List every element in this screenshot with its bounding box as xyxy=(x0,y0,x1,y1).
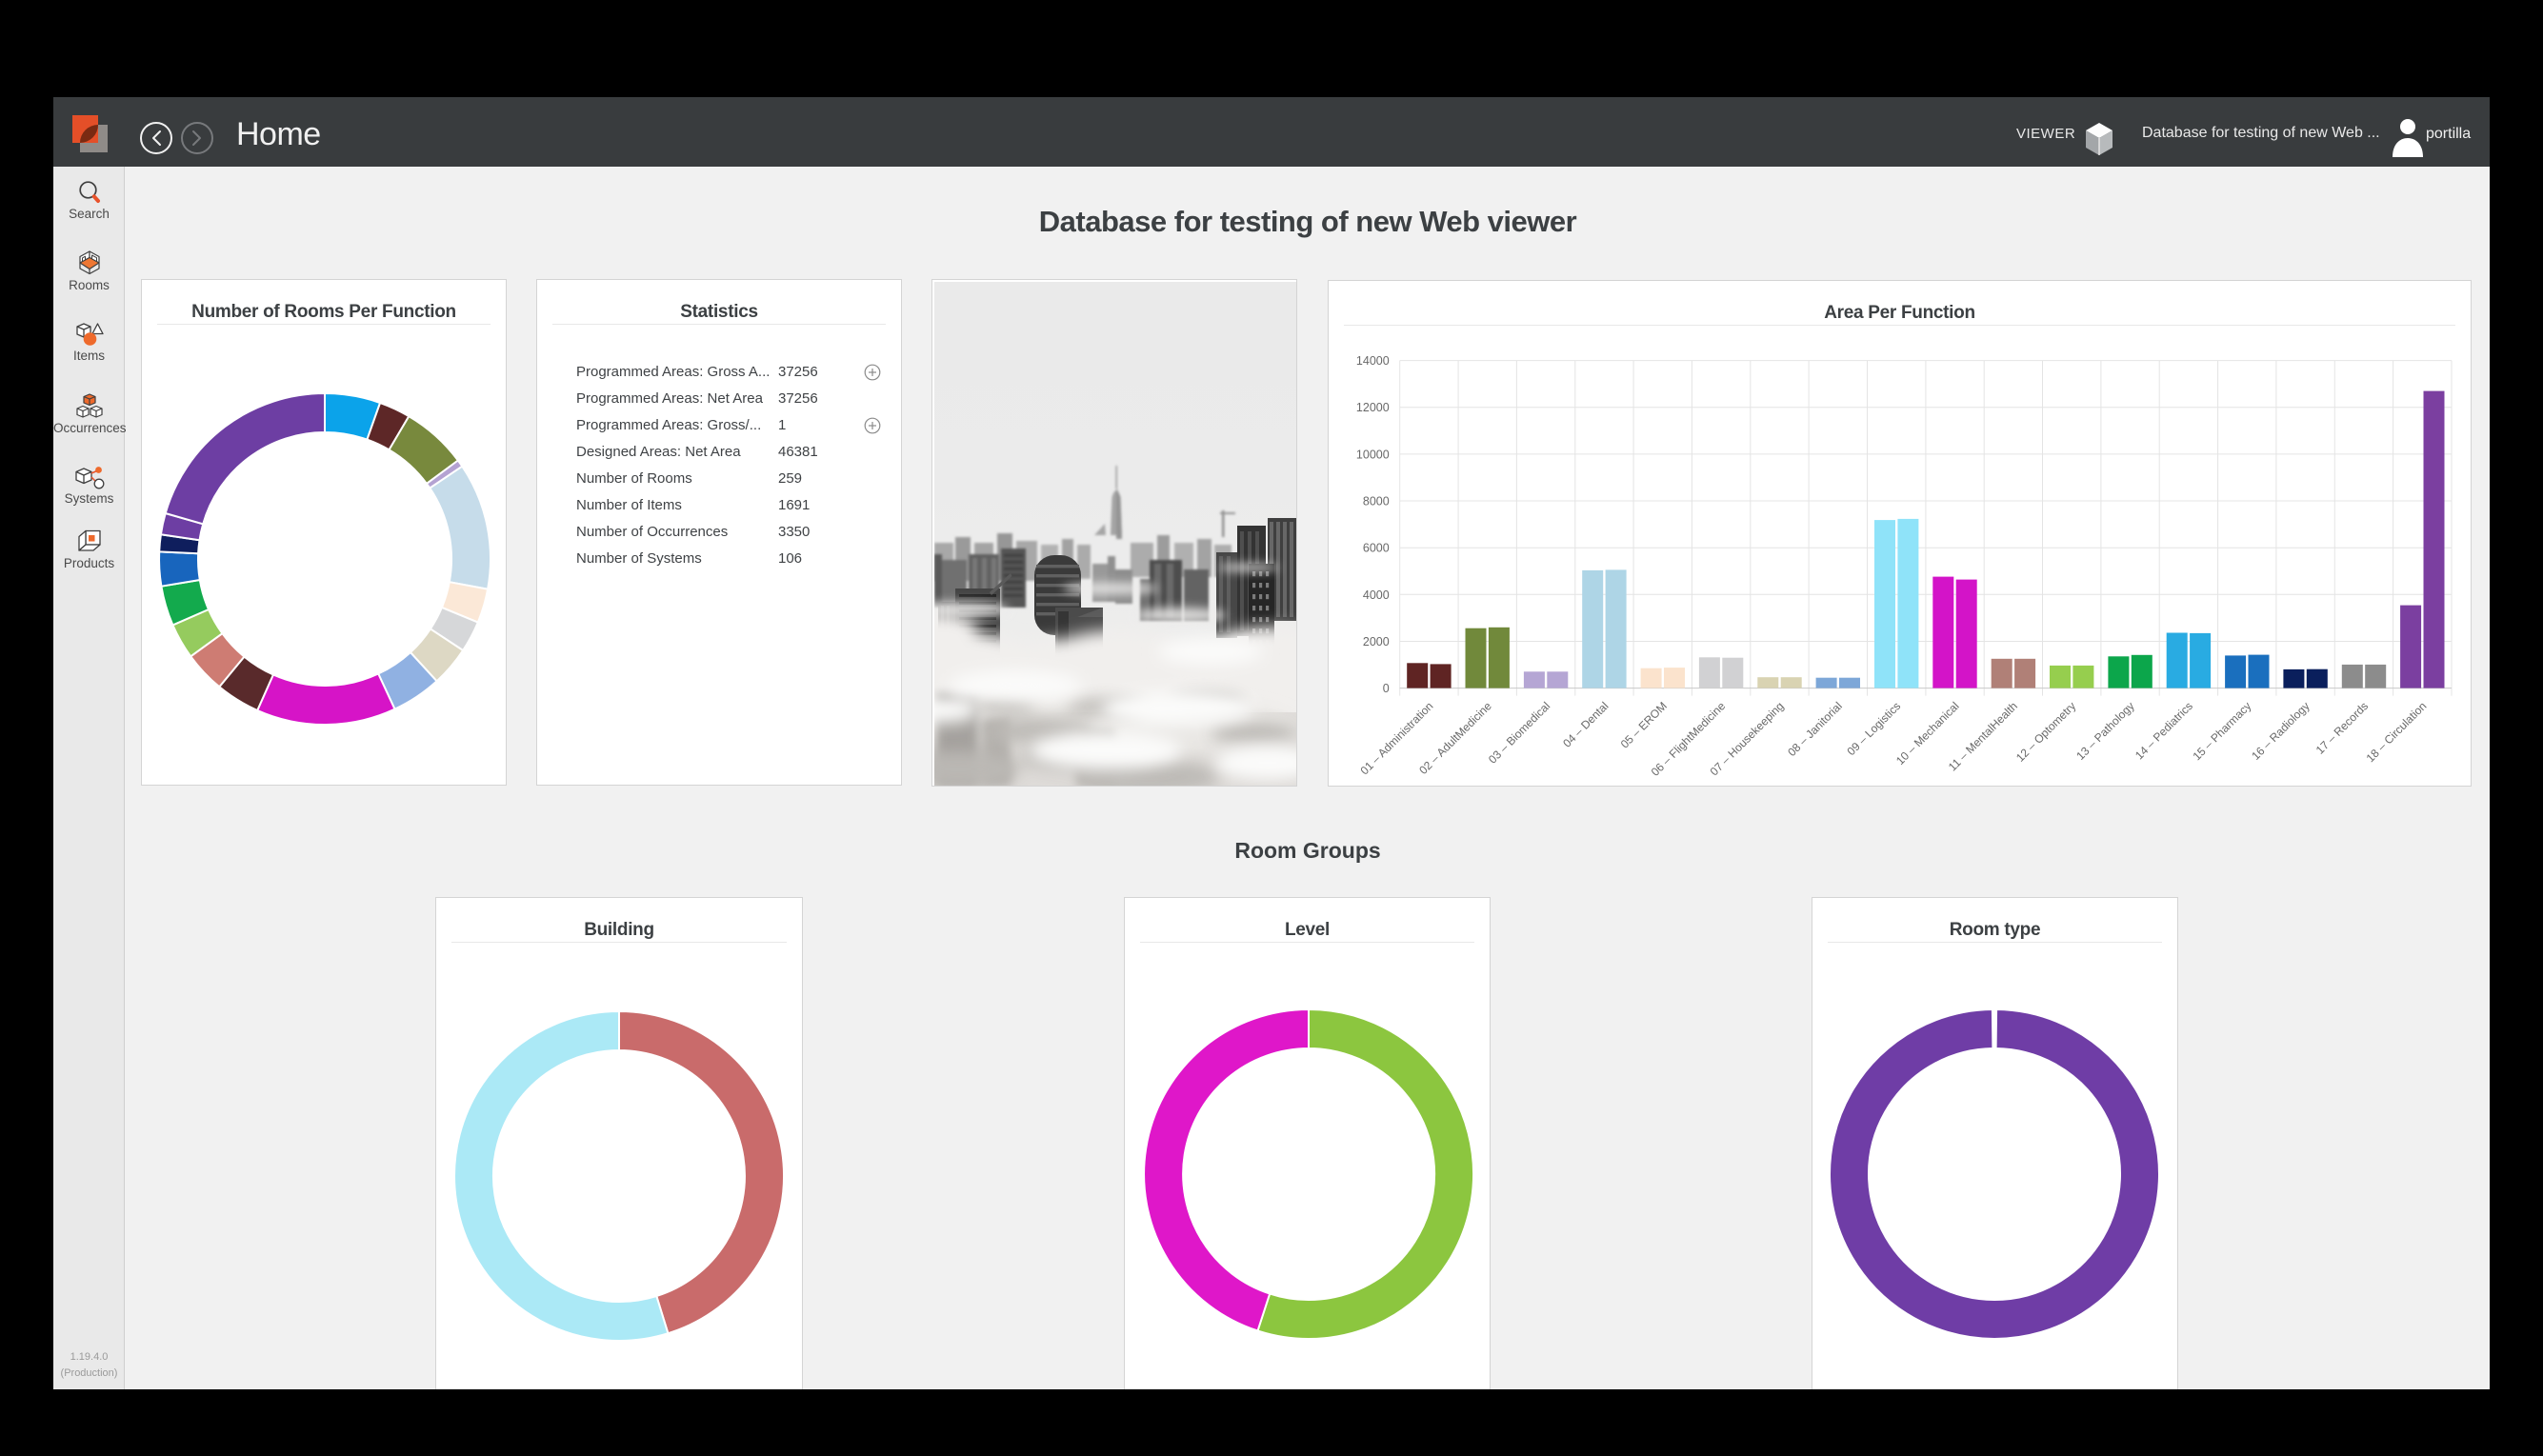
svg-text:08 – Janitorial: 08 – Janitorial xyxy=(1785,699,1845,759)
svg-text:6000: 6000 xyxy=(1363,542,1390,555)
svg-text:0: 0 xyxy=(1383,682,1390,695)
svg-text:4000: 4000 xyxy=(1363,588,1390,602)
svg-text:03 – Biomedical: 03 – Biomedical xyxy=(1486,699,1552,766)
svg-text:09 – Logistics: 09 – Logistics xyxy=(1845,699,1904,758)
svg-text:8000: 8000 xyxy=(1363,495,1390,509)
svg-text:12000: 12000 xyxy=(1356,401,1390,414)
svg-text:14 – Pediatrics: 14 – Pediatrics xyxy=(2133,699,2195,762)
svg-text:14000: 14000 xyxy=(1356,354,1390,368)
svg-text:10000: 10000 xyxy=(1356,448,1390,461)
svg-text:13 – Pathology: 13 – Pathology xyxy=(2073,699,2137,763)
svg-text:18 – Circulation: 18 – Circulation xyxy=(2364,699,2430,765)
svg-text:12 – Optometry: 12 – Optometry xyxy=(2013,699,2078,764)
svg-text:04 – Dental: 04 – Dental xyxy=(1560,699,1611,749)
svg-text:2000: 2000 xyxy=(1363,635,1390,648)
svg-text:16 – Radiology: 16 – Radiology xyxy=(2249,699,2313,763)
svg-text:15 – Pharmacy: 15 – Pharmacy xyxy=(2190,699,2253,763)
svg-text:17 – Records: 17 – Records xyxy=(2313,699,2371,756)
svg-text:05 – EROM: 05 – EROM xyxy=(1618,699,1670,750)
